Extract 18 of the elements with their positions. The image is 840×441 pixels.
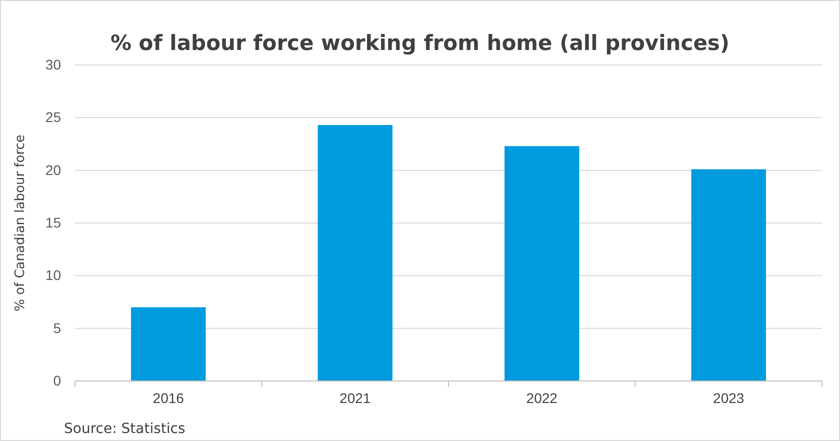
x-tick-label: 2022 — [526, 390, 558, 406]
y-tick-label: 10 — [45, 267, 62, 284]
y-tick-label: 15 — [45, 214, 62, 230]
y-axis-title: % of Canadian labour force — [13, 134, 28, 312]
x-tick-label: 2023 — [713, 390, 744, 406]
chart-title: % of labour force working from home (all provinces) — [110, 31, 730, 55]
y-tick-label: 25 — [45, 109, 62, 126]
y-tick-label: 20 — [45, 162, 62, 178]
y-tick-label: 5 — [53, 320, 62, 336]
x-tick-label: 2016 — [152, 390, 184, 406]
y-tick-label: 0 — [53, 372, 62, 388]
x-tick-label: 2021 — [340, 390, 371, 406]
bar — [504, 146, 580, 381]
y-tick-label: 30 — [45, 56, 62, 72]
source-note: Source: Statistics — [64, 421, 186, 437]
bar — [318, 125, 392, 381]
bar — [131, 307, 206, 381]
bar — [691, 169, 766, 381]
